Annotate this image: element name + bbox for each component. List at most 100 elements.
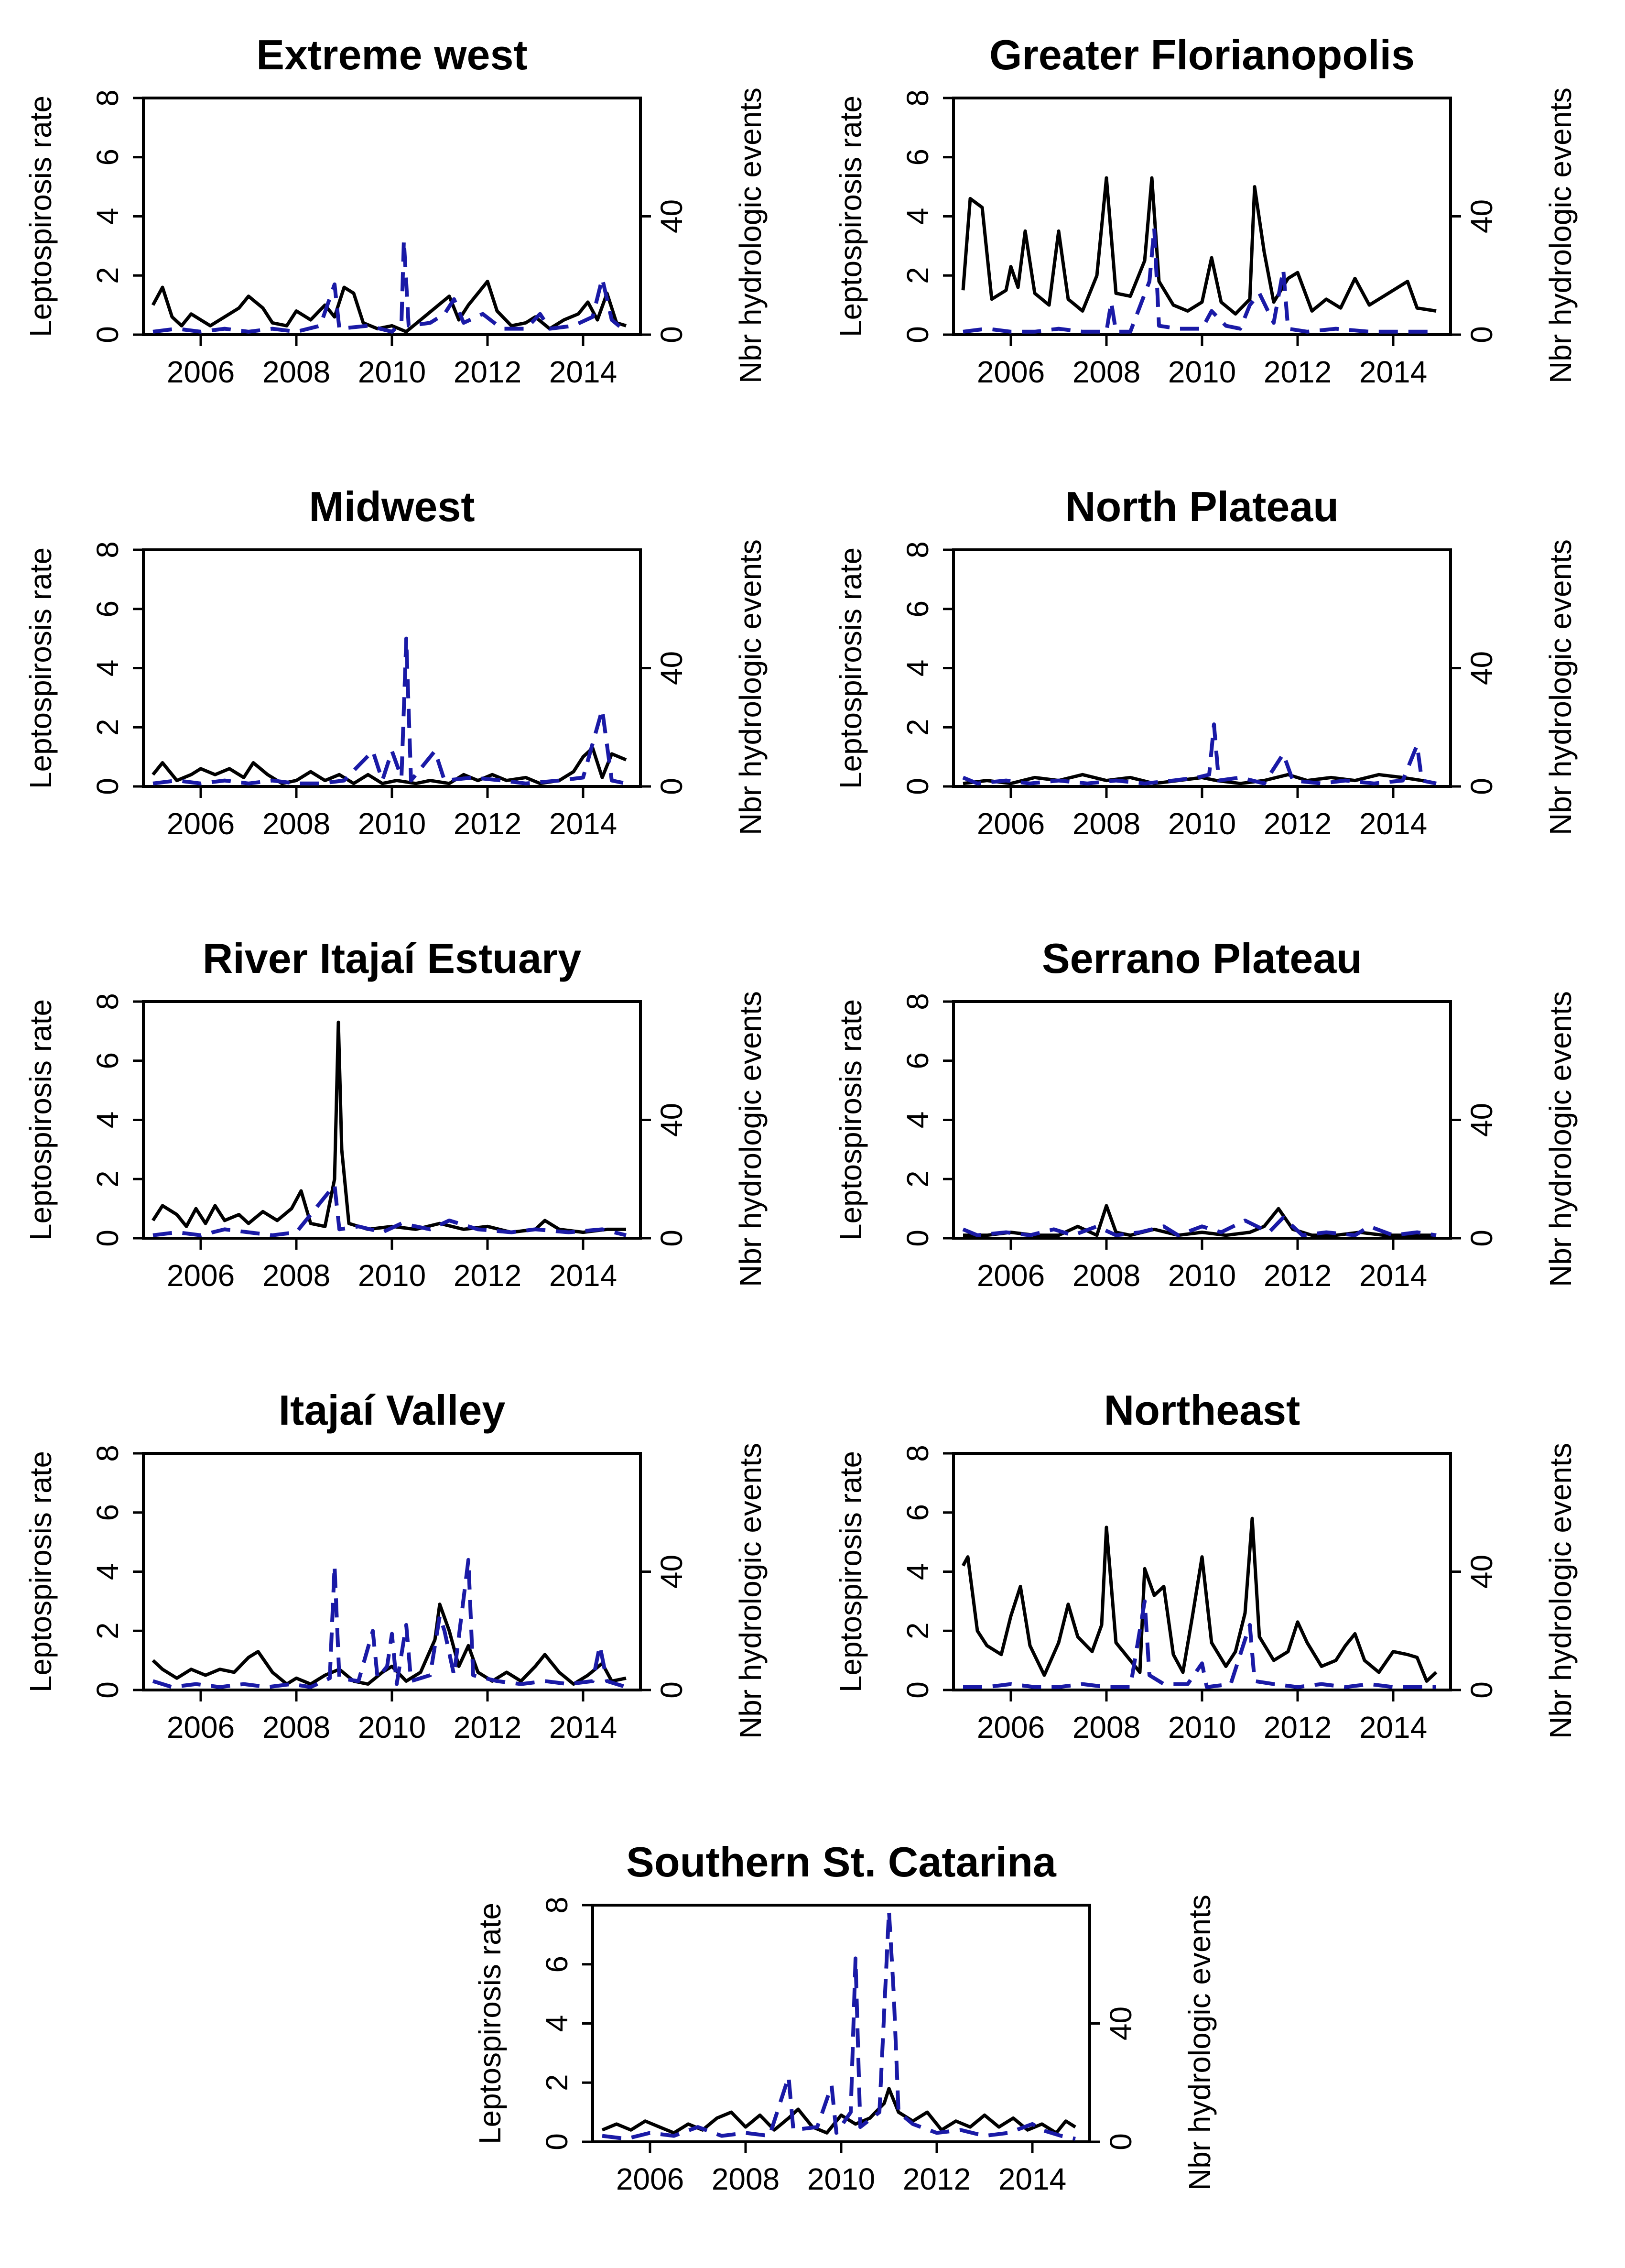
y2-tick-label: 40 (1464, 199, 1499, 233)
y2-tick-label: 0 (1464, 326, 1499, 343)
x-tick-label: 2006 (977, 1258, 1045, 1293)
y-tick-label: 0 (90, 778, 125, 795)
series-line-hydrologic-events (152, 1558, 627, 1689)
chart-panel-greater-florianopolis: Greater Florianopolis 0 2 4 6 8 0 40 2006 2008 201… (834, 31, 1578, 389)
x-tick-label: 2010 (1168, 1710, 1236, 1745)
x-tick-label: 2010 (1168, 355, 1236, 389)
chart-title: Midwest (309, 483, 475, 530)
y2-tick-label: 40 (1104, 2006, 1138, 2040)
plot-frame (142, 1000, 642, 1240)
series-line-leptospirosis-rate (152, 1020, 626, 1234)
y-tick-label: 8 (900, 89, 935, 107)
x-tick-label: 2010 (358, 1258, 426, 1293)
x-tick-label: 2008 (262, 355, 330, 389)
x-tick-label: 2010 (1168, 1258, 1236, 1293)
y-tick-label: 8 (90, 89, 125, 107)
x-tick-label: 2012 (454, 355, 521, 389)
y-tick-label: 2 (90, 1170, 125, 1188)
x-tick-label: 2010 (807, 2162, 875, 2196)
x-tick-label: 2008 (262, 1258, 330, 1293)
y-tick-label: 6 (90, 149, 125, 166)
x-tick-label: 2008 (1072, 1258, 1140, 1293)
chart-panel-midwest: Midwest 0 2 4 6 8 0 40 2006 2008 2010 2012 2014 Lepto… (23, 483, 768, 841)
x-tick-label: 2006 (167, 1710, 235, 1745)
x-tick-label: 2008 (1072, 355, 1140, 389)
series-line-hydrologic-events (963, 1599, 1436, 1689)
y2-axis-title: Nbr hydrologic events (1543, 1443, 1578, 1739)
y2-tick-label: 0 (1464, 1681, 1499, 1699)
y-tick-label: 6 (540, 1956, 574, 1973)
chart-panel-extreme-west: Extreme west 0 2 4 6 8 0 40 2006 2008 2010 2012 2014… (23, 31, 768, 389)
y-tick-label: 4 (90, 1112, 125, 1129)
plot-frame (952, 548, 1452, 788)
x-tick-label: 2012 (1264, 355, 1332, 389)
y2-axis-title: Nbr hydrologic events (733, 87, 768, 383)
plot-frame (952, 1000, 1452, 1240)
x-tick-label: 2006 (977, 1710, 1045, 1745)
y2-tick-label: 40 (1464, 651, 1499, 685)
y-tick-label: 6 (900, 600, 935, 618)
series-line-hydrologic-events (602, 1909, 1076, 2141)
y-axis-title: Leptospirosis rate (834, 999, 868, 1241)
y2-tick-label: 40 (654, 1103, 689, 1137)
x-tick-label: 2012 (454, 807, 521, 841)
series-line-hydrologic-events (962, 1215, 1437, 1237)
y-tick-label: 2 (900, 719, 935, 736)
y-tick-label: 2 (90, 719, 125, 736)
y-axis-title: Leptospirosis rate (834, 1451, 868, 1692)
y2-axis-title: Nbr hydrologic events (733, 991, 768, 1287)
x-tick-label: 2012 (1264, 807, 1332, 841)
y-tick-label: 2 (90, 267, 125, 284)
x-tick-label: 2012 (454, 1258, 521, 1293)
y-axis-title: Leptospirosis rate (834, 96, 868, 337)
y2-tick-label: 0 (654, 1681, 689, 1699)
chart-title: North Plateau (1065, 483, 1339, 530)
y2-axis-title: Nbr hydrologic events (1543, 991, 1578, 1287)
x-tick-label: 2012 (1264, 1710, 1332, 1745)
y-tick-label: 0 (900, 326, 935, 343)
y-axis-title: Leptospirosis rate (834, 547, 868, 789)
x-tick-label: 2008 (712, 2162, 780, 2196)
x-tick-label: 2014 (1359, 355, 1427, 389)
x-tick-label: 2014 (1359, 1710, 1427, 1745)
y2-axis-title: Nbr hydrologic events (733, 1443, 768, 1739)
y-tick-label: 8 (900, 993, 935, 1010)
y-axis-title: Leptospirosis rate (23, 999, 58, 1241)
series-line-leptospirosis-rate (151, 280, 627, 334)
y-tick-label: 4 (90, 660, 125, 677)
y-tick-label: 4 (900, 1112, 935, 1129)
x-tick-label: 2014 (998, 2162, 1066, 2196)
y2-axis-title: Nbr hydrologic events (1543, 539, 1578, 835)
y-tick-label: 8 (900, 1445, 935, 1462)
y-tick-label: 6 (90, 1052, 125, 1069)
y-tick-label: 8 (90, 541, 125, 558)
plot-frame (142, 548, 642, 788)
plot-frame (142, 97, 642, 336)
chart-panel-itajai-valley: Itajaí Valley 0 2 4 6 8 0 40 2006 2008 2010 2012 201… (23, 1386, 768, 1745)
x-tick-label: 2006 (167, 355, 235, 389)
y-tick-label: 8 (90, 993, 125, 1010)
y-tick-label: 0 (90, 1681, 125, 1699)
y-tick-label: 6 (90, 1504, 125, 1521)
chart-title: River Itajaí Estuary (203, 935, 581, 982)
y2-tick-label: 0 (1464, 778, 1499, 795)
x-tick-label: 2012 (454, 1710, 521, 1745)
x-tick-label: 2008 (1072, 1710, 1140, 1745)
y2-tick-label: 40 (654, 1555, 689, 1589)
chart-title: Southern St. Catarina (626, 1838, 1057, 1886)
series-line-hydrologic-events (152, 238, 628, 334)
plot-frame (591, 1904, 1091, 2143)
y-tick-label: 8 (90, 1445, 125, 1462)
y2-tick-label: 0 (654, 1230, 689, 1247)
y-tick-label: 2 (540, 2074, 574, 2091)
chart-panel-northeast: Northeast 0 2 4 6 8 0 40 2006 2008 2010 2012 2014 Lep… (834, 1386, 1578, 1745)
y-tick-label: 4 (900, 660, 935, 677)
y-tick-label: 6 (900, 1504, 935, 1521)
y-axis-title: Leptospirosis rate (23, 96, 58, 337)
y-tick-label: 4 (900, 208, 935, 225)
y2-tick-label: 40 (1464, 1103, 1499, 1137)
x-tick-label: 2006 (977, 807, 1045, 841)
chart-panel-north-plateau: North Plateau 0 2 4 6 8 0 40 2006 2008 2010 2012 201… (834, 483, 1578, 841)
y2-tick-label: 0 (1104, 2133, 1138, 2150)
